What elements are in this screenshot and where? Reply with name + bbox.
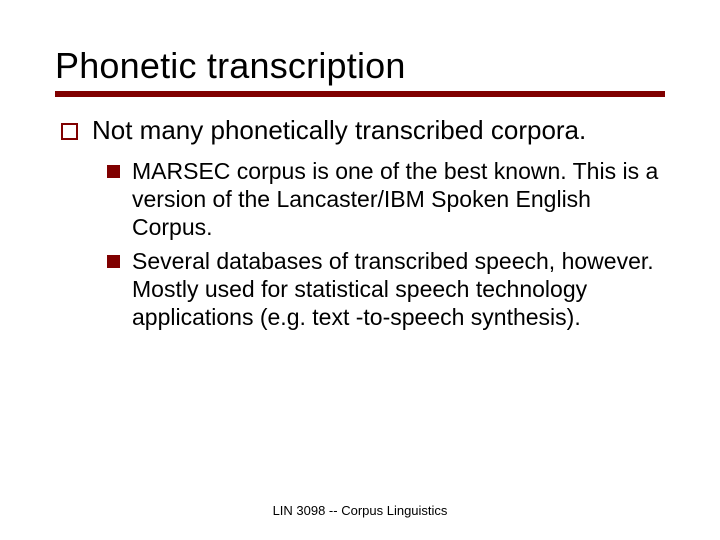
solid-square-icon bbox=[107, 255, 120, 268]
solid-square-icon bbox=[107, 165, 120, 178]
hollow-square-icon bbox=[61, 123, 78, 140]
slide-footer: LIN 3098 -- Corpus Linguistics bbox=[0, 503, 720, 518]
bullet-level2: Several databases of transcribed speech,… bbox=[107, 247, 665, 331]
bullet-level2-text: Several databases of transcribed speech,… bbox=[132, 247, 665, 331]
bullet-level1-text: Not many phonetically transcribed corpor… bbox=[92, 115, 586, 147]
slide: Phonetic transcription Not many phonetic… bbox=[0, 0, 720, 540]
slide-title: Phonetic transcription bbox=[55, 45, 665, 87]
bullet-level2-text: MARSEC corpus is one of the best known. … bbox=[132, 157, 665, 241]
title-rule bbox=[55, 91, 665, 97]
bullet-level1: Not many phonetically transcribed corpor… bbox=[61, 115, 665, 147]
bullet-level2: MARSEC corpus is one of the best known. … bbox=[107, 157, 665, 241]
